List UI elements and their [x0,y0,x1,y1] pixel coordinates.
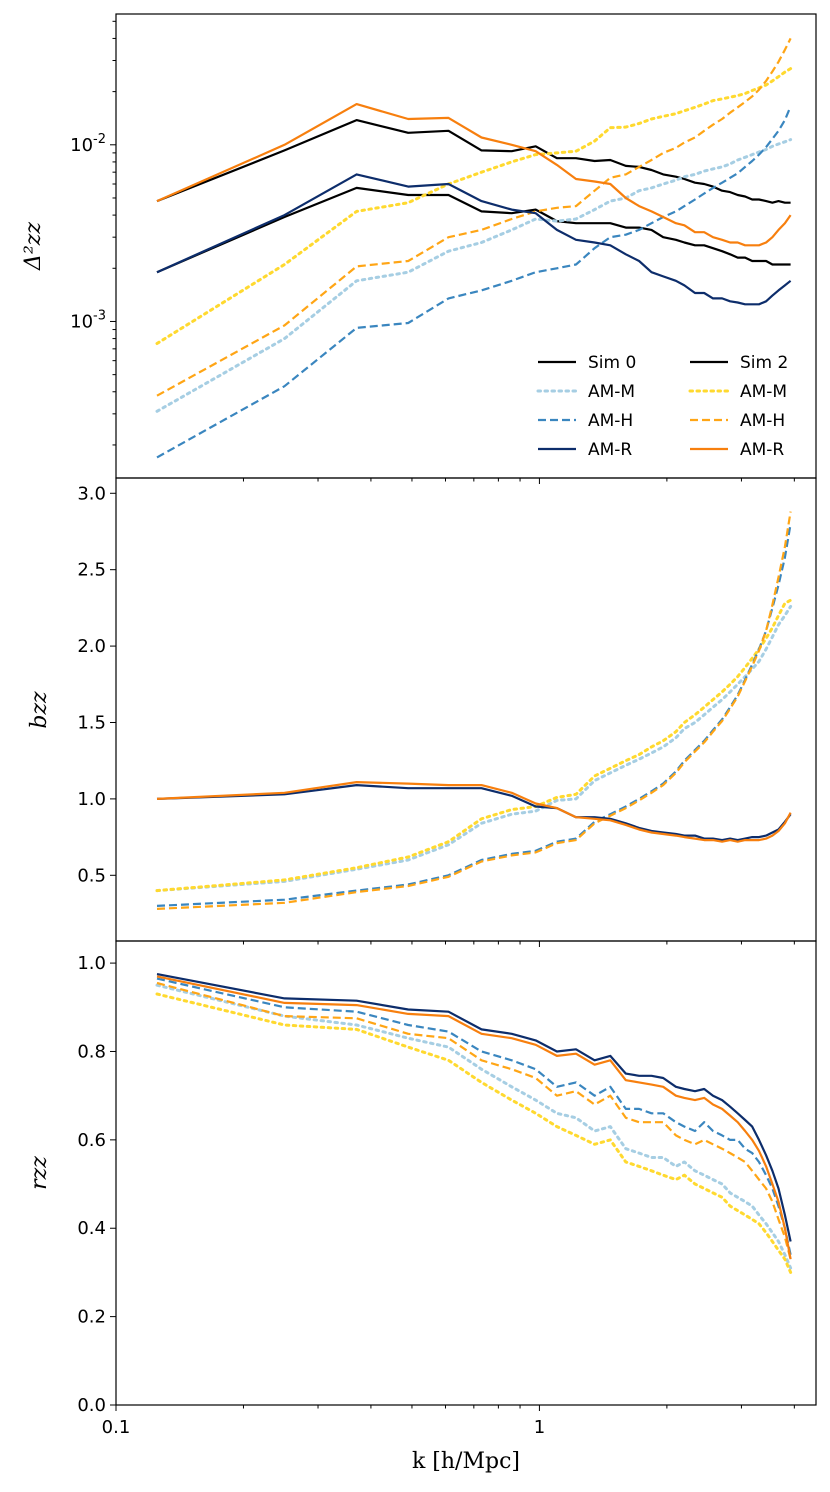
frame-correlation [115,940,817,1406]
series-line-am-m-sim-0 [155,604,793,893]
series-line-sim 2-sim-2 [156,118,791,204]
series-line-am-h-sim-0 [156,105,792,459]
y-tick-label: 10-2 [70,132,106,156]
series-line-am-h-sim-0 [156,977,792,1256]
y-tick-label: 0.5 [77,865,106,886]
legend: Sim 0 AM-M AM-H AM-R Sim 2 AM-M AM-H AM-R [536,353,788,460]
legend-label: AM-H [740,411,785,431]
ylabel-correlation: rzz [27,1156,52,1190]
y-tick-label: 1.5 [77,712,106,733]
y-tick-label: 2.0 [77,636,106,657]
legend-label: AM-M [740,382,787,402]
series-line-am-m-sim-0 [155,138,793,413]
y-tick-label: 0.4 [77,1218,106,1239]
series-line-am-r-sim-0 [156,173,792,306]
y-tick-label: 0.8 [77,1041,106,1062]
series-line-am-r-sim-0 [156,973,792,1242]
y-tick-label: 1.0 [77,953,106,974]
series-line-am-r-sim-2 [156,975,792,1260]
series-line-am-h-sim-2 [156,511,792,910]
legend-label: AM-R [588,440,632,460]
panel-power-spectrum [155,37,793,459]
ylabel-bias: bzz [27,691,52,729]
xlabel: k [h/Mpc] [412,1449,520,1474]
legend-label: AM-R [740,440,784,460]
y-tick-label: 3.0 [77,483,106,504]
y-tick-label: 0.2 [77,1307,106,1328]
series-line-am-r-sim-0 [156,783,792,842]
y-tick-label: 0.0 [77,1395,106,1416]
ylabel-power-spectrum: Δ²zz [21,222,46,271]
series-line-sim 0-sim-0 [156,186,791,274]
legend-label: Sim 2 [740,353,788,373]
legend-label: AM-H [588,411,633,431]
series-line-am-h-sim-2 [156,37,792,397]
x-tick-label: 0.1 [102,1417,131,1438]
y-tick-label: 1.0 [77,789,106,810]
ticks-power-spectrum: 10-3 10-2 [70,20,116,446]
legend-label: AM-M [588,382,635,402]
panel-bias [155,511,793,910]
series-line-am-m-sim-2 [155,67,793,345]
panel-correlation [155,973,793,1274]
x-tick-label: 1 [534,1417,545,1438]
series-line-am-m-sim-2 [155,992,793,1274]
series-line-am-m-sim-2 [155,598,793,893]
y-tick-label: 0.6 [77,1130,106,1151]
y-tick-label: 10-3 [70,308,106,332]
ticks-correlation: 0.0 0.2 0.4 0.6 0.8 1.0 [77,953,116,1416]
y-tick-label: 2.5 [77,560,106,581]
series-line-am-m-sim-0 [155,983,793,1270]
legend-label: Sim 0 [588,353,636,373]
ticks-bias: 0.5 1.0 1.5 2.0 2.5 3.0 [77,483,116,886]
series-line-am-r-sim-2 [156,102,792,247]
series-line-am-h-sim-2 [156,981,792,1260]
series-line-am-r-sim-2 [156,780,792,843]
